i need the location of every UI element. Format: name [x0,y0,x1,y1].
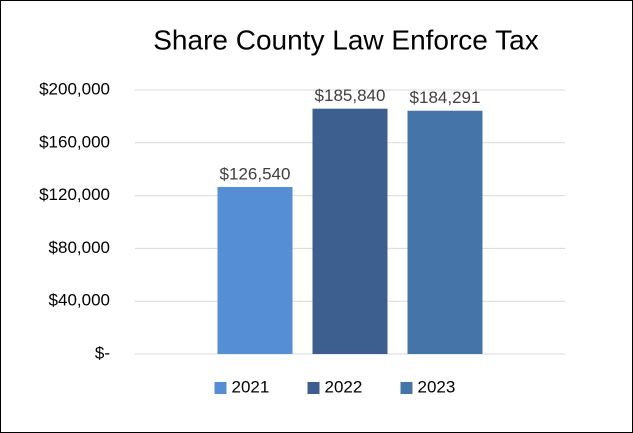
y-tick-label: $160,000 [39,132,110,151]
value-label: $184,291 [410,88,481,107]
value-label: $185,840 [315,86,386,105]
y-tick-label: $200,000 [39,79,110,98]
bar [217,186,293,354]
legend-label: 2022 [325,377,363,396]
value-label: $126,540 [220,164,291,183]
legend-swatch [400,382,413,394]
y-tick-label: $80,000 [49,238,110,257]
y-tick-label: $- [95,343,110,362]
legend-swatch [214,382,227,394]
y-tick-label: $120,000 [39,185,110,204]
bar [312,108,388,355]
legend-swatch [307,382,320,394]
chart-title: Share County Law Enforce Tax [153,24,538,55]
legend-label: 2023 [418,377,456,396]
bar [407,110,483,355]
y-tick-label: $40,000 [49,291,110,310]
legend-label: 2021 [232,377,270,396]
